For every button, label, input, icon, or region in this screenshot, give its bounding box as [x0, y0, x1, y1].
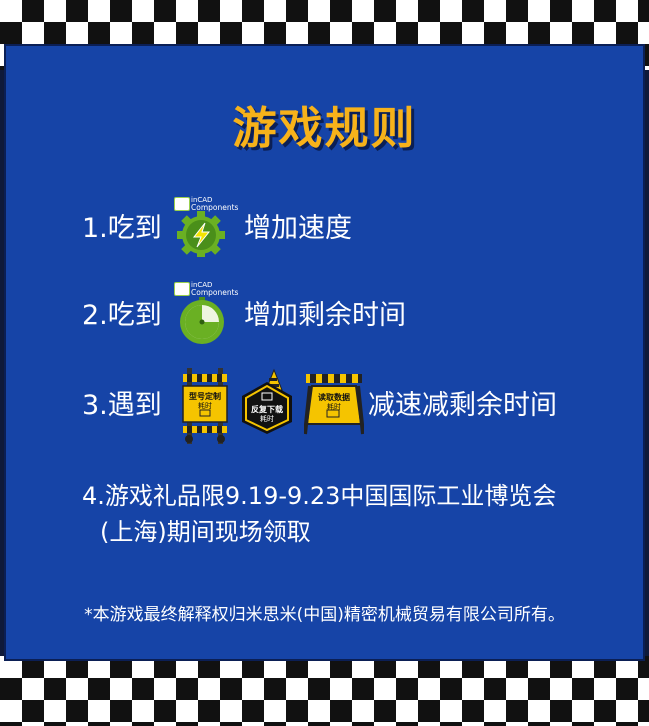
- rule-3-prefix: 3.遇到: [82, 390, 162, 421]
- hex-warning-icon: [242, 368, 292, 434]
- checkered-border-bottom: [0, 656, 649, 726]
- rule-4-line1: 4.游戏礼品限9.19-9.23中国国际工业博览会: [82, 482, 557, 510]
- obstacle-custom-sign: 型号定制 耗时: [181, 368, 229, 444]
- rule-1-prefix: 1.吃到: [82, 213, 162, 244]
- footnote: *本游戏最终解释权归米思米(中国)精密机械贸易有限公司所有。: [84, 605, 565, 625]
- obstacle-2-line2: 耗时: [260, 415, 274, 423]
- rule-4-line2: (上海)期间现场领取: [100, 518, 311, 546]
- barrier-icon: [303, 374, 365, 435]
- rule-4: 4.游戏礼品限9.19-9.23中国国际工业博览会 (上海)期间现场领取: [82, 478, 622, 550]
- obstacle-3-line2: 耗时: [327, 403, 341, 411]
- barrier-icon: [182, 368, 228, 444]
- obstacle-download-sign: 反复下载 耗时: [236, 368, 298, 436]
- rule-2-suffix: 增加剩余时间: [244, 300, 406, 331]
- time-bonus-item: inCAD Components: [172, 281, 239, 348]
- obstacle-read-sign: 读取数据 耗时: [303, 372, 365, 436]
- badge-line2: Components: [191, 203, 239, 212]
- obstacle-2-line1: 反复下载: [251, 405, 283, 414]
- rule-1-suffix: 增加速度: [244, 213, 352, 244]
- obstacle-3-line1: 读取数据: [318, 393, 350, 402]
- obstacle-1-line2: 耗时: [198, 402, 212, 410]
- lightning-gear-icon: [177, 211, 225, 257]
- badge-line1: inCAD: [191, 196, 213, 204]
- rule-2-prefix: 2.吃到: [82, 300, 162, 331]
- badge-line2: Components: [191, 288, 239, 297]
- clock-icon: [180, 297, 224, 344]
- incad-logo-icon: [174, 282, 190, 296]
- obstacle-1-line1: 型号定制: [189, 392, 221, 401]
- page-title: 游戏规则: [232, 103, 417, 154]
- incad-logo-icon: [174, 197, 190, 211]
- speed-boost-item: inCAD Components: [172, 196, 239, 257]
- rule-3-suffix: 减速减剩余时间: [368, 390, 557, 421]
- rules-panel: [4, 44, 645, 661]
- badge-line1: inCAD: [191, 281, 213, 289]
